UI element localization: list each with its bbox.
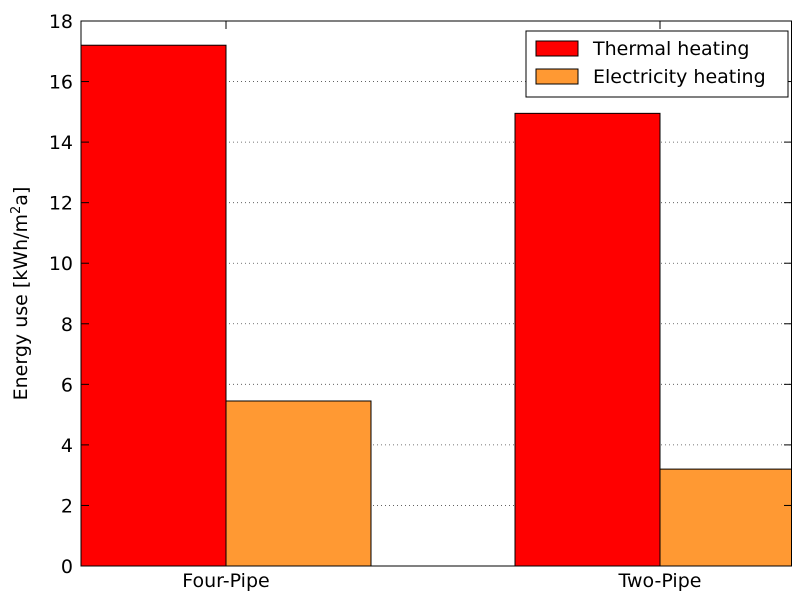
y-axis-label-superscript: 2 [9,206,24,214]
axis-ticks: 0 2 4 6 8 10 12 14 16 18 Four-Pipe Two-Pipe [49,11,792,592]
legend-swatch-thermal-heating [535,40,579,57]
y-axis-label-main: Energy use [kWh/m [10,214,32,400]
y-tick-label: 8 [61,314,73,336]
y-tick-label: 4 [61,435,73,457]
y-tick-label: 18 [49,11,73,33]
legend-label-thermal-heating: Thermal heating [592,38,750,60]
y-tick-label: 12 [49,193,73,215]
y-axis-label: Energy use [kWh/m2a] [9,187,33,401]
bar-four-pipe-electricity-heating [225,400,372,567]
y-axis-label-tail: a] [10,187,32,206]
x-tick-label: Two-Pipe [618,570,702,592]
y-tick-label: 16 [49,72,73,94]
legend-swatch-electricity-heating [535,68,579,85]
bar-two-pipe-thermal-heating [514,112,661,567]
bars [80,44,792,567]
bar-two-pipe-electricity-heating [659,468,792,567]
legend-label-electricity-heating: Electricity heating [593,66,766,88]
y-tick-label: 14 [49,132,73,154]
y-tick-label: 10 [49,253,73,275]
legend: Thermal heating Electricity heating [525,30,789,98]
y-tick-label: 6 [61,374,73,396]
bar-four-pipe-thermal-heating [80,44,227,567]
y-tick-label: 2 [61,495,73,517]
y-tick-label: 0 [61,556,73,578]
x-tick-label: Four-Pipe [182,570,269,592]
